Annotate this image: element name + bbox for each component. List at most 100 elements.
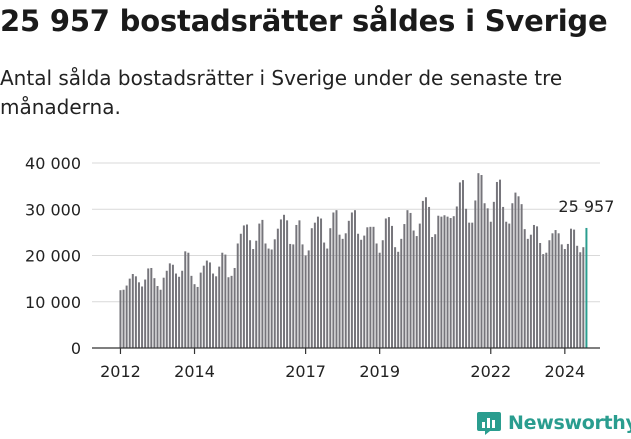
newsworthy-logo-icon [477,412,501,435]
bar [162,277,165,348]
chart-title: 25 957 bostadsrätter såldes i Sverige [0,4,608,38]
bar [511,203,514,348]
bar [236,243,239,348]
brand-name: Newsworthy [508,412,631,434]
bar [276,228,279,348]
bar [153,278,156,348]
bar [421,200,424,348]
bar [477,173,480,348]
bar [249,240,252,348]
bar [267,248,270,348]
bar-latest [585,227,588,348]
y-tick-label: 40 000 [25,154,81,173]
bar [338,234,341,348]
bar [347,220,350,348]
bar [465,208,468,348]
bar [255,240,258,348]
bar [156,286,159,348]
bar [187,252,190,348]
bar [147,268,150,348]
bar [264,243,267,348]
bar [434,234,437,348]
bar [270,249,273,348]
bar [289,243,292,348]
bar [363,235,366,348]
bar [492,201,495,348]
bar [332,212,335,348]
bar [233,267,236,348]
bar [542,254,545,348]
bar [409,212,412,348]
bar [403,224,406,348]
bar [526,238,529,348]
bar [316,216,319,348]
bar [406,210,409,348]
bar [307,250,310,348]
bar [252,249,255,348]
bar [175,273,177,348]
bar [505,221,508,348]
x-tick-label: 2014 [174,362,215,381]
bar [474,200,477,348]
bar [576,245,579,348]
bar [536,226,539,348]
bar [196,286,199,348]
bar [394,247,397,348]
bar [298,220,301,348]
bar [461,180,464,348]
bar [384,218,387,348]
bar [381,240,384,348]
y-tick-label: 30 000 [25,200,81,219]
bar [323,242,326,348]
bar [449,218,452,348]
bar [480,175,483,348]
bar [557,233,560,348]
bar [310,228,313,348]
bar [499,179,502,348]
bar [360,239,363,348]
bar [471,222,474,348]
bar [227,277,230,348]
bar [560,244,563,348]
bar [446,216,449,348]
bar [230,275,233,348]
bar [341,238,344,348]
bar [357,233,360,348]
bar [415,236,418,348]
bar [137,282,140,348]
bar [168,263,171,348]
bar [313,222,316,348]
bar [242,225,245,348]
bar [320,218,323,348]
bar [184,251,187,348]
bar [400,238,403,348]
bar [495,181,498,348]
x-tick-label: 2024 [544,362,585,381]
bar [517,196,520,348]
bar [261,219,264,348]
bar [372,226,375,348]
bar [245,224,248,348]
newsworthy-brand[interactable]: Newsworthy [476,408,631,438]
latest-value-label: 25 957 [558,197,614,216]
y-tick-label: 20 000 [25,247,81,266]
bar [212,273,215,348]
bar [190,275,193,348]
bar [329,228,332,348]
x-tick-label: 2012 [100,362,141,381]
bar [532,224,535,348]
bar [539,243,542,348]
y-tick-label: 10 000 [25,293,81,312]
bar [428,206,431,348]
bar [458,182,461,348]
bar [353,210,356,348]
bar [122,289,125,348]
bar [551,233,554,348]
bar [545,252,548,348]
bar [119,290,122,348]
bar [150,267,153,348]
bar [437,215,440,348]
bar [258,223,261,348]
bar [563,249,566,348]
